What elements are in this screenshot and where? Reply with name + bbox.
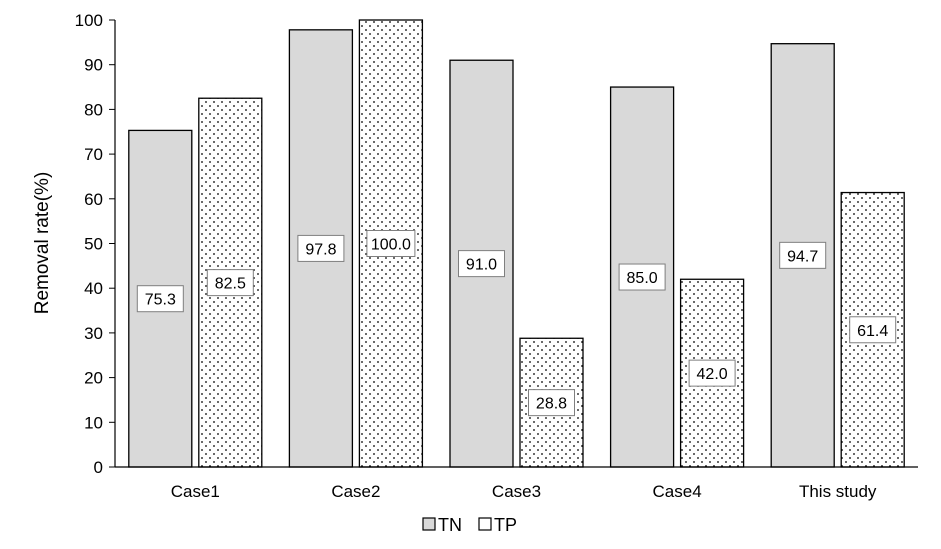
data-label: 82.5 — [215, 276, 246, 293]
y-axis-label: Removal rate(%) — [32, 172, 53, 315]
x-tick-label: Case2 — [331, 482, 380, 501]
y-axis-ticks: 0 10 20 30 40 50 60 70 80 90 100 — [75, 11, 115, 477]
y-tick-label: 30 — [84, 324, 103, 343]
x-tick-label: Case3 — [492, 482, 541, 501]
y-tick-label: 100 — [75, 11, 103, 30]
data-label-box — [458, 250, 505, 278]
data-label: 28.8 — [536, 396, 567, 413]
data-label-box — [618, 263, 666, 291]
data-label-box — [366, 230, 416, 257]
legend-swatch-tp — [478, 517, 492, 531]
y-tick-label: 10 — [84, 413, 103, 432]
data-label-box — [688, 359, 736, 387]
data-labels: 75.3 82.5 97.8 100.0 91.0 28.8 85.0 42.0 94.7 61.… — [136, 230, 897, 417]
x-tick-label: Case4 — [653, 482, 702, 501]
legend-label-tn: TN — [438, 515, 462, 535]
legend-swatch-tn — [422, 517, 436, 531]
data-label-box — [528, 389, 575, 417]
data-label: 100.0 — [371, 237, 411, 254]
y-tick-label: 70 — [84, 145, 103, 164]
x-tick-label: This study — [799, 482, 877, 501]
data-label: 61.4 — [857, 323, 888, 340]
axes — [114, 20, 918, 468]
data-label-box — [849, 316, 897, 344]
data-label-box — [297, 234, 345, 262]
data-label-box — [136, 285, 184, 313]
data-label: 85.0 — [627, 270, 658, 287]
data-label-box — [206, 269, 254, 297]
y-tick-label: 80 — [84, 100, 103, 119]
data-label: 75.3 — [145, 292, 176, 309]
data-label: 91.0 — [466, 257, 497, 274]
y-tick-label: 50 — [84, 235, 103, 254]
legend-label-tp: TP — [494, 515, 517, 535]
x-axis-ticks: Case1 Case2 Case3 Case4 This study — [171, 482, 877, 501]
data-label: 42.0 — [697, 366, 728, 383]
data-label: 94.7 — [787, 248, 818, 265]
y-tick-label: 0 — [94, 458, 103, 477]
y-tick-label: 20 — [84, 369, 103, 388]
data-label: 97.8 — [305, 241, 336, 258]
data-label-box — [779, 241, 827, 269]
x-tick-label: Case1 — [171, 482, 220, 501]
y-tick-label: 60 — [84, 190, 103, 209]
y-tick-label: 40 — [84, 279, 103, 298]
y-tick-label: 90 — [84, 56, 103, 75]
legend: TN TP — [422, 515, 517, 535]
